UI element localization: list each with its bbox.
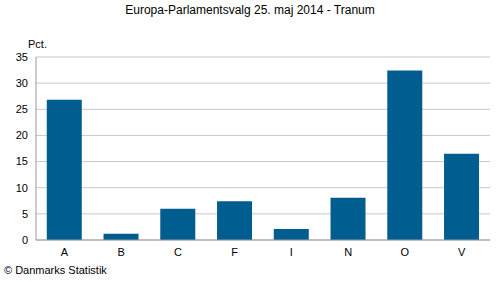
html-text:Pct.: Pct.	[28, 38, 47, 50]
svg-text:B: B	[117, 246, 124, 258]
html-text:© Danmarks Statistik: © Danmarks Statistik	[4, 264, 107, 276]
svg-text:F: F	[231, 246, 238, 258]
svg-text:N: N	[344, 246, 352, 258]
svg-text:10: 10	[16, 182, 28, 194]
svg-text:30: 30	[16, 77, 28, 89]
svg-text:C: C	[174, 246, 182, 258]
svg-text:A: A	[61, 246, 69, 258]
svg-text:0: 0	[22, 234, 28, 246]
svg-text:5: 5	[22, 208, 28, 220]
svg-text:I: I	[290, 246, 293, 258]
svg-text:25: 25	[16, 103, 28, 115]
svg-text:V: V	[458, 246, 466, 258]
svg-text:35: 35	[16, 51, 28, 63]
svg-text:15: 15	[16, 155, 28, 167]
svg-text:20: 20	[16, 129, 28, 141]
svg-text:O: O	[401, 246, 410, 258]
html-text:Europa-Parlamentsvalg 25. maj: Europa-Parlamentsvalg 25. maj 2014 - Tra…	[125, 3, 375, 17]
